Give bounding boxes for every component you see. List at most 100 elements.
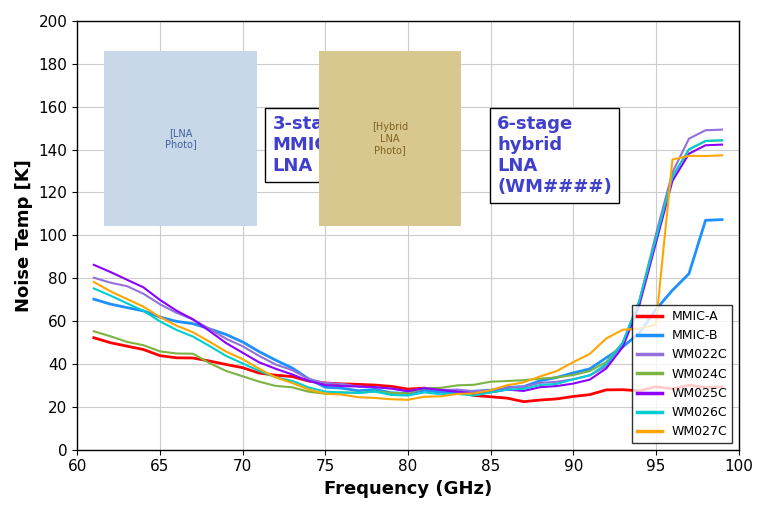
WM027C: [188, 329, 197, 336]
WM025C: [387, 385, 396, 391]
MMIC-A: [635, 388, 644, 394]
WM024C: [701, 138, 710, 144]
MMIC-B: [436, 389, 445, 395]
WM024C: [585, 368, 594, 374]
WM027C: [585, 351, 594, 357]
Text: 3-stage
MMIC
LNA: 3-stage MMIC LNA: [273, 115, 349, 175]
WM024C: [287, 384, 296, 390]
WM025C: [172, 308, 181, 314]
WM022C: [420, 385, 429, 391]
MMIC-A: [238, 365, 247, 371]
WM022C: [668, 169, 677, 175]
WM024C: [106, 333, 115, 339]
WM027C: [717, 152, 727, 159]
WM022C: [205, 326, 214, 332]
MMIC-A: [585, 391, 594, 398]
MMIC-B: [221, 331, 230, 338]
Line: WM027C: WM027C: [94, 155, 722, 400]
WM025C: [469, 390, 478, 397]
MMIC-B: [535, 378, 545, 384]
MMIC-B: [254, 348, 263, 354]
WM024C: [354, 390, 363, 396]
WM027C: [172, 323, 181, 329]
WM024C: [271, 383, 280, 389]
WM027C: [122, 296, 131, 302]
MMIC-A: [254, 370, 263, 376]
MMIC-B: [668, 287, 677, 293]
WM026C: [387, 392, 396, 398]
WM026C: [205, 343, 214, 349]
WM026C: [172, 327, 181, 333]
WM025C: [403, 388, 412, 394]
WM027C: [486, 387, 495, 393]
Text: [Hybrid
LNA
Photo]: [Hybrid LNA Photo]: [372, 122, 408, 155]
WM027C: [502, 382, 511, 388]
WM027C: [205, 339, 214, 345]
WM027C: [271, 374, 280, 381]
WM026C: [271, 374, 280, 381]
WM022C: [238, 343, 247, 349]
WM025C: [139, 284, 148, 290]
WM024C: [139, 342, 148, 348]
WM027C: [519, 379, 528, 385]
WM027C: [370, 395, 379, 401]
WM027C: [635, 326, 644, 332]
WM024C: [552, 374, 561, 381]
WM027C: [304, 386, 313, 392]
WM024C: [238, 373, 247, 379]
MMIC-B: [618, 344, 627, 350]
WM022C: [122, 283, 131, 289]
MMIC-B: [337, 385, 346, 391]
WM024C: [684, 146, 694, 152]
WM022C: [601, 363, 611, 369]
MMIC-B: [172, 318, 181, 324]
WM026C: [486, 389, 495, 396]
WM024C: [469, 382, 478, 388]
WM022C: [155, 301, 164, 307]
WM027C: [618, 327, 627, 333]
WM024C: [188, 350, 197, 357]
WM027C: [701, 153, 710, 159]
WM024C: [403, 390, 412, 397]
WM024C: [668, 173, 677, 180]
WM022C: [519, 384, 528, 390]
X-axis label: Frequency (GHz): Frequency (GHz): [324, 480, 492, 498]
WM026C: [354, 390, 363, 396]
WM026C: [717, 137, 727, 144]
WM027C: [354, 394, 363, 400]
WM025C: [486, 389, 495, 396]
MMIC-B: [684, 271, 694, 277]
Legend: MMIC-A, MMIC-B, WM022C, WM024C, WM025C, WM026C, WM027C: MMIC-A, MMIC-B, WM022C, WM024C, WM025C, …: [631, 305, 733, 443]
WM024C: [370, 388, 379, 394]
MMIC-A: [436, 387, 445, 393]
MMIC-A: [304, 378, 313, 384]
WM025C: [535, 384, 545, 390]
MMIC-B: [287, 365, 296, 371]
MMIC-B: [420, 387, 429, 393]
WM025C: [337, 383, 346, 389]
WM025C: [106, 269, 115, 275]
MMIC-B: [469, 388, 478, 394]
WM022C: [717, 127, 727, 133]
WM027C: [106, 288, 115, 294]
MMIC-A: [188, 355, 197, 361]
WM025C: [254, 359, 263, 365]
Line: WM025C: WM025C: [94, 145, 722, 393]
Text: [LNA
Photo]: [LNA Photo]: [164, 128, 197, 149]
WM027C: [155, 314, 164, 320]
WM025C: [651, 240, 660, 246]
WM027C: [238, 356, 247, 362]
WM027C: [453, 391, 462, 397]
WM026C: [601, 361, 611, 367]
MMIC-A: [271, 372, 280, 378]
WM025C: [89, 262, 98, 268]
WM025C: [618, 344, 627, 350]
MMIC-A: [618, 387, 627, 393]
WM026C: [287, 378, 296, 384]
WM027C: [139, 304, 148, 310]
WM022C: [436, 387, 445, 393]
WM026C: [188, 333, 197, 340]
Text: 6-stage
hybrid
LNA
(WM####): 6-stage hybrid LNA (WM####): [497, 115, 612, 196]
MMIC-B: [387, 390, 396, 396]
WM025C: [436, 387, 445, 393]
